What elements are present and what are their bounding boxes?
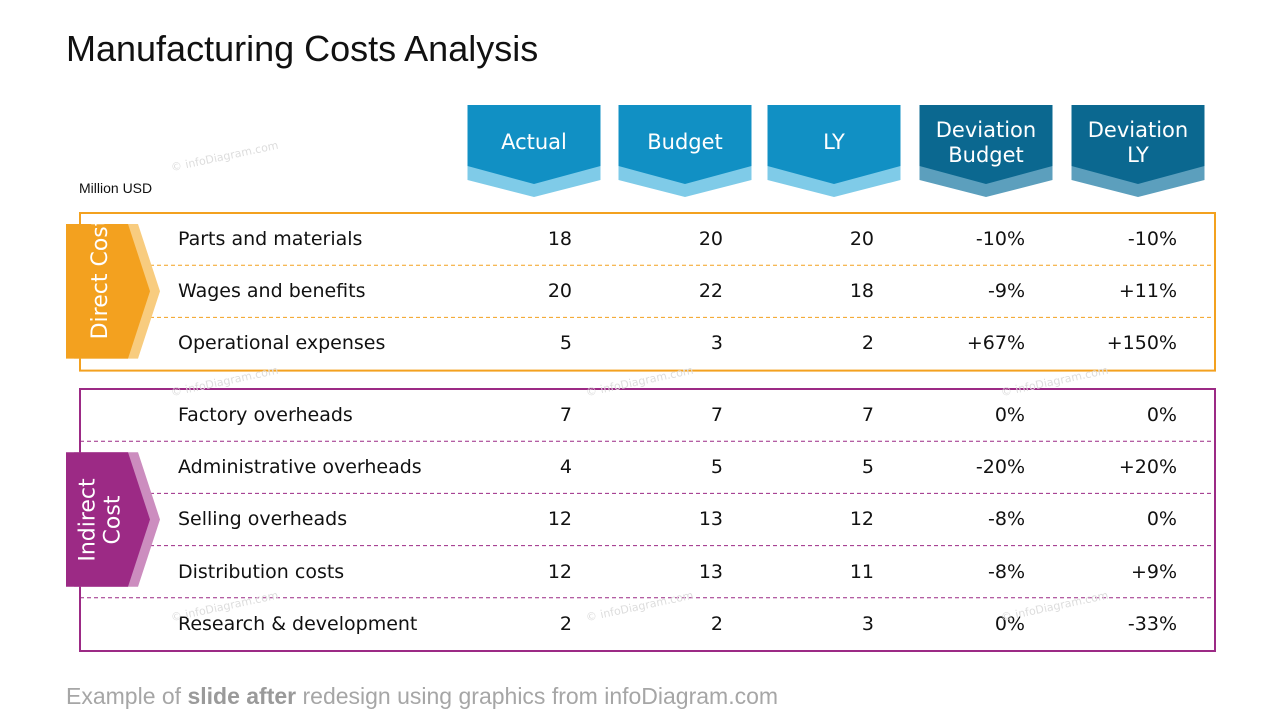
row-value: 0%: [1146, 508, 1177, 531]
header-chevron: [767, 105, 901, 184]
header-chevron: [618, 105, 752, 184]
footer: Example of slide after redesign using gr…: [66, 683, 778, 710]
row-value: 0%: [994, 612, 1025, 635]
row-value: 5: [559, 332, 572, 355]
row-value: 5: [710, 456, 723, 479]
row-name: Selling overheads: [178, 508, 348, 531]
row-value: 3: [861, 612, 874, 635]
row-value: 4: [559, 456, 572, 479]
row-value: 7: [710, 404, 723, 426]
row-value: 20: [849, 228, 874, 250]
row-name: Parts and materials: [178, 228, 363, 250]
row-name: Distribution costs: [178, 560, 345, 583]
header-chevron: [467, 105, 601, 184]
row-value: 13: [698, 560, 723, 583]
row-name: Administrative overheads: [178, 456, 422, 479]
row-value: 2: [861, 332, 874, 355]
row-value: +11%: [1118, 280, 1177, 303]
row-value: 12: [547, 560, 572, 583]
column-header: Deviation LY: [1087, 117, 1189, 167]
row-value: 5: [861, 456, 874, 479]
row-value: 18: [849, 280, 874, 303]
row-value: 0%: [1146, 404, 1177, 426]
row-value: +150%: [1106, 332, 1177, 355]
row-value: 20: [547, 280, 572, 303]
group-label: Indirect Cost: [75, 477, 126, 562]
row-value: +20%: [1118, 456, 1177, 479]
row-value: -20%: [975, 456, 1025, 479]
row-value: 22: [698, 280, 723, 303]
row-value: -9%: [988, 280, 1025, 303]
row-value: +9%: [1130, 560, 1177, 583]
tag-shape: [66, 452, 150, 587]
tag-shape: [66, 224, 150, 359]
footer-bold: slide after: [187, 683, 297, 709]
row-value: 12: [547, 508, 572, 531]
group-label: Direct Cost: [88, 217, 113, 340]
title: Manufacturing Costs Analysis: [66, 28, 539, 69]
row-name: Research & development: [178, 612, 418, 635]
row-value: -33%: [1127, 612, 1177, 635]
row-value: 3: [710, 332, 723, 355]
row-value: 11: [849, 560, 874, 583]
column-header: Actual: [501, 130, 567, 154]
unit-label: Million USD: [79, 180, 153, 196]
footer-text: redesign using graphics from infoDiagram…: [302, 683, 779, 709]
row-value: -10%: [1127, 228, 1177, 250]
row-value: 18: [547, 228, 572, 250]
row-value: 20: [698, 228, 723, 250]
row-value: 2: [710, 612, 723, 635]
row-name: Operational expenses: [178, 332, 386, 355]
column-header: LY: [823, 130, 845, 154]
column-header: Budget: [647, 130, 723, 154]
row-name: Factory overheads: [178, 404, 353, 426]
row-value: -8%: [988, 508, 1025, 531]
row-value: 12: [849, 508, 874, 531]
row-name: Wages and benefits: [178, 280, 366, 303]
header-chevron: [1071, 105, 1205, 184]
column-header: Deviation Budget: [935, 117, 1037, 167]
row-value: -10%: [975, 228, 1025, 250]
row-value: 7: [559, 404, 572, 426]
header-chevron: [919, 105, 1053, 184]
footer-text: Example of: [66, 683, 182, 709]
row-value: 7: [861, 404, 874, 426]
row-value: 13: [698, 508, 723, 531]
row-value: 2: [559, 612, 572, 635]
row-value: -8%: [988, 560, 1025, 583]
row-value: +67%: [966, 332, 1025, 355]
row-value: 0%: [994, 404, 1025, 426]
